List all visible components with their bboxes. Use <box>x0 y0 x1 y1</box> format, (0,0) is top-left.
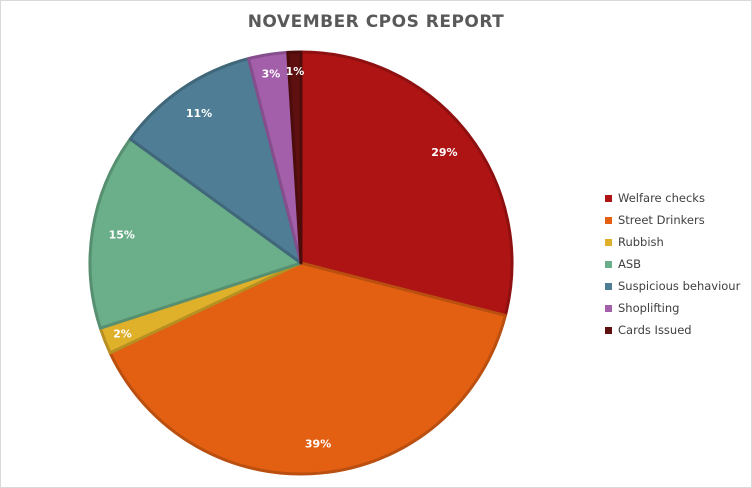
legend-swatch <box>605 217 612 224</box>
legend-item-street-drinkers: Street Drinkers <box>605 209 740 231</box>
data-label-asb: 15% <box>109 229 135 242</box>
data-label-cards-issued: 1% <box>286 65 305 78</box>
data-label-shoplifting: 3% <box>262 67 281 80</box>
legend-label: Street Drinkers <box>618 213 705 227</box>
legend-label: ASB <box>618 257 642 271</box>
pie-slice-suspicious-behaviour <box>128 57 303 265</box>
pie-slice-welfare-checks <box>299 50 514 317</box>
pie-slice-cards-issued <box>286 50 303 265</box>
data-label-street-drinkers: 39% <box>305 438 331 451</box>
legend-label: Rubbish <box>618 235 664 249</box>
legend-label: Shoplifting <box>618 301 680 315</box>
legend-item-shoplifting: Shoplifting <box>605 297 740 319</box>
legend-swatch <box>605 327 612 334</box>
chart-title: NOVEMBER CPOS REPORT <box>247 12 505 32</box>
legend-swatch <box>605 195 612 202</box>
legend-label: Suspicious behaviour <box>618 279 741 293</box>
legend-label: Cards Issued <box>618 323 692 337</box>
legend-item-suspicious-behaviour: Suspicious behaviour <box>605 275 740 297</box>
legend: Welfare checks Street Drinkers Rubbish ASB S… <box>605 187 740 341</box>
legend-item-rubbish: Rubbish <box>605 231 740 253</box>
legend-swatch <box>605 305 612 312</box>
legend-swatch <box>605 261 612 268</box>
data-label-suspicious-behaviour: 11% <box>186 107 212 120</box>
legend-swatch <box>605 283 612 290</box>
data-label-rubbish: 2% <box>113 328 132 341</box>
legend-swatch <box>605 239 612 246</box>
legend-item-welfare-checks: Welfare checks <box>605 187 740 209</box>
legend-item-asb: ASB <box>605 253 740 275</box>
legend-item-cards-issued: Cards Issued <box>605 319 740 341</box>
data-label-welfare-checks: 29% <box>431 146 457 159</box>
legend-label: Welfare checks <box>618 191 705 205</box>
pie-slice-street-drinkers <box>108 261 507 476</box>
pie-slice-asb <box>88 137 303 330</box>
